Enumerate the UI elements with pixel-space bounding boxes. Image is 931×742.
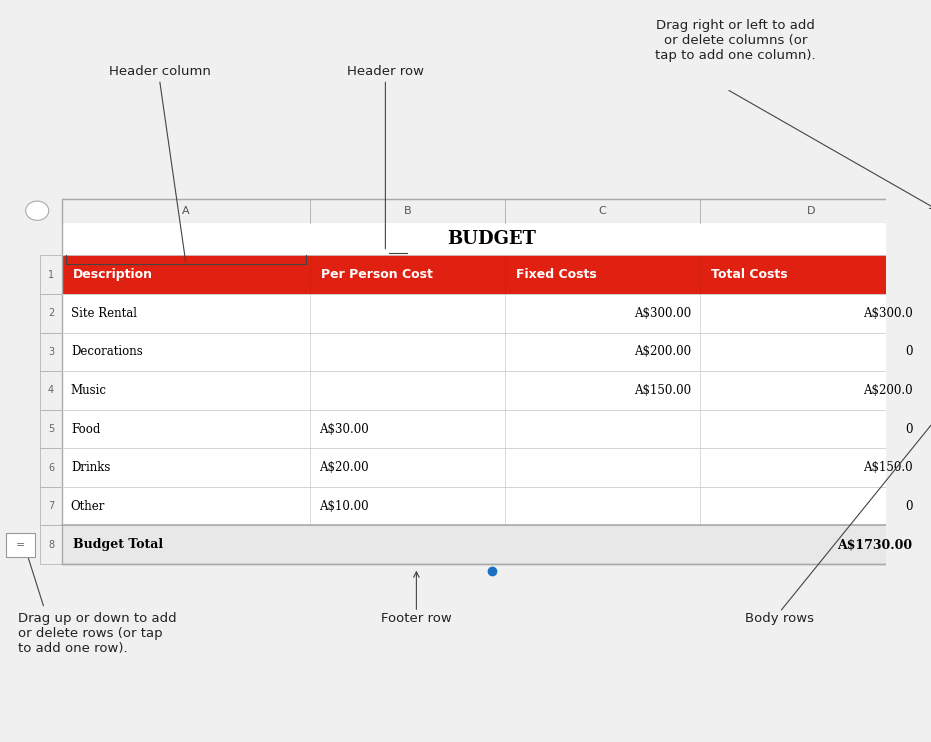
Text: Drag right or left to add
or delete columns (or
tap to add one column).: Drag right or left to add or delete colu… [655,19,816,62]
Bar [62,487,922,525]
Text: A$30.00: A$30.00 [319,422,369,436]
Circle shape [26,201,48,220]
Text: B: B [404,206,412,216]
Bar [62,410,922,448]
Text: Budget Total: Budget Total [73,538,163,551]
Text: Header column: Header column [109,65,210,78]
Bar [40,448,62,487]
Text: C: C [599,206,606,216]
Text: 5: 5 [47,424,54,434]
Text: Body rows: Body rows [745,612,814,626]
Text: Description: Description [73,268,153,281]
Text: =: = [16,539,25,550]
Text: 0: 0 [905,499,912,513]
Bar [7,533,34,556]
Text: Drag up or down to add
or delete rows (or tap
to add one row).: Drag up or down to add or delete rows (o… [18,612,176,655]
Text: BUDGET: BUDGET [447,230,536,248]
Bar [40,255,62,294]
Text: A$150.0: A$150.0 [863,461,912,474]
Text: Header row: Header row [347,65,424,78]
Text: Music: Music [71,384,107,397]
Bar [40,371,62,410]
Bar [40,410,62,448]
Text: O: O [34,206,41,216]
Bar [62,199,922,564]
Text: A$200.00: A$200.00 [634,345,691,358]
Text: A$20.00: A$20.00 [319,461,369,474]
Text: A$200.0: A$200.0 [863,384,912,397]
Bar [40,332,62,371]
Text: 6: 6 [47,462,54,473]
Bar [62,371,922,410]
Text: A$150.00: A$150.00 [634,384,691,397]
Text: 2: 2 [47,308,54,318]
Text: Fixed Costs: Fixed Costs [516,268,597,281]
Text: 7: 7 [47,501,54,511]
Text: 8: 8 [47,539,54,550]
Text: A$10.00: A$10.00 [319,499,369,513]
Text: Food: Food [71,422,101,436]
Text: A: A [182,206,190,216]
Text: Footer row: Footer row [381,612,452,626]
Bar [62,332,922,371]
Bar [62,294,922,332]
Bar [40,487,62,525]
Text: Drinks: Drinks [71,461,110,474]
Bar [40,525,62,564]
Text: 1: 1 [47,269,54,280]
Text: 0: 0 [905,422,912,436]
Bar [62,525,922,564]
Text: 0: 0 [905,345,912,358]
Text: 3: 3 [47,347,54,357]
Text: A$1730.00: A$1730.00 [837,538,912,551]
Bar [62,448,922,487]
Text: 4: 4 [47,385,54,395]
Bar [62,199,922,223]
Bar [926,201,931,220]
Text: Other: Other [71,499,105,513]
Text: Decorations: Decorations [71,345,142,358]
Bar [40,294,62,332]
Text: Per Person Cost: Per Person Cost [320,268,433,281]
Bar [62,255,922,294]
Bar [62,223,922,255]
Text: Total Costs: Total Costs [710,268,787,281]
Text: D: D [806,206,815,216]
Text: Site Rental: Site Rental [71,306,137,320]
Text: A$300.0: A$300.0 [863,306,912,320]
Text: A$300.00: A$300.00 [634,306,691,320]
